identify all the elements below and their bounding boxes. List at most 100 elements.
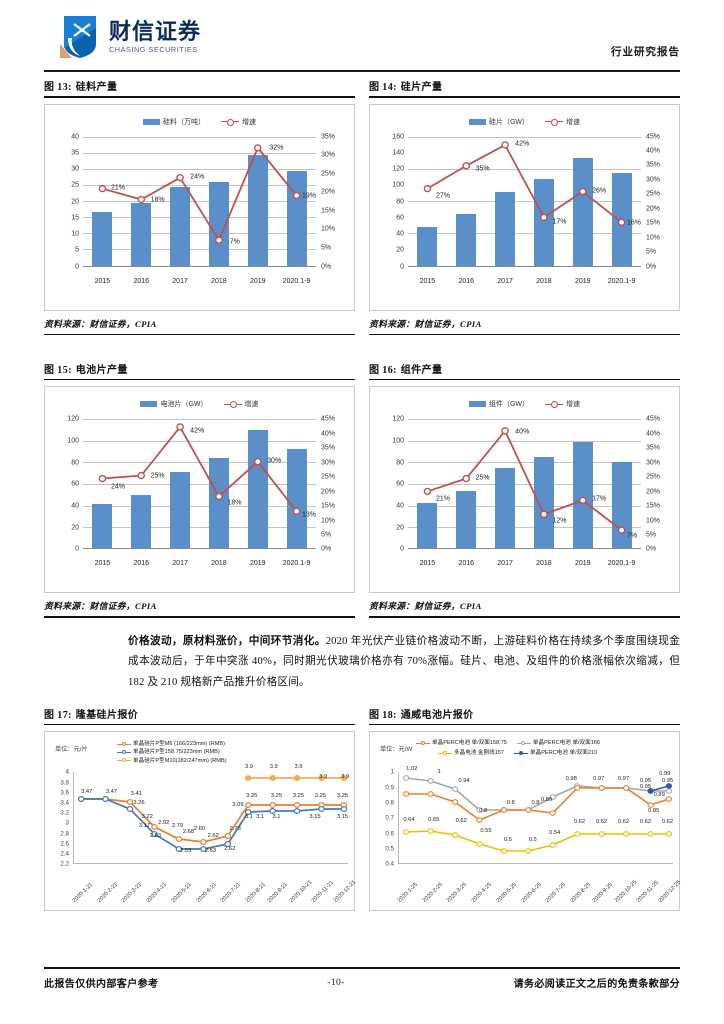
figure-15-title: 图 15: 电池片产量 xyxy=(44,361,355,379)
bar-2018 xyxy=(533,457,554,549)
figure-14: 图 14: 硅片产量 硅片（GW） 增速 xyxy=(369,78,680,335)
data-label-2018: 18% xyxy=(227,499,242,507)
bar-2020 xyxy=(286,448,307,549)
logo-mark-icon xyxy=(58,14,102,60)
fig18-label-y-9: 0.62 xyxy=(617,819,630,826)
figure-18: 图 18: 通威电池片报价 单位：元/W 单晶PERC电池 单/双面158.75 xyxy=(369,706,683,912)
figure-18-plot-area: 1.02 1 0.94 0.89 0.98 0.97 0.97 0.95 0.9… xyxy=(398,766,673,865)
figure-13-x-axis: 2015 2016 2017 2018 2019 2020.1-9 xyxy=(83,278,316,285)
figure-14-title: 图 14: 硅片产量 xyxy=(369,78,680,96)
figure-14-number: 图 14: xyxy=(369,82,397,93)
figure-14-growth-line xyxy=(423,140,626,226)
legend-line-swatch-m6 xyxy=(117,741,131,747)
figure-16-y-axis-right: 0% 5% 10% 15% 20% 25% 30% 35% 40% 45% xyxy=(646,415,661,553)
data-label-2018: 7% xyxy=(229,238,240,246)
page-footer: 此报告仅供内部客户参考 -10- 请务必阅读正文之后的免责条款部分 xyxy=(44,967,680,990)
figure-16-title: 图 16: 组件产量 xyxy=(369,361,680,379)
fig18-label-y-8: 0.62 xyxy=(595,819,608,826)
data-label-2015: 24% xyxy=(110,483,125,491)
x-label-2020: 2020.1-9 xyxy=(607,560,636,568)
fig18-label-y-2: 0.62 xyxy=(455,818,467,825)
fig17-label-m6-6: 2.73 xyxy=(229,826,241,833)
figure-14-name: 硅片产量 xyxy=(400,82,443,93)
legend-item-210: 单晶PERC电池 单/双面210 xyxy=(514,749,597,757)
fig17-label-b-10: 3.15 xyxy=(309,813,321,820)
fig17-label-b-9: 3.1 xyxy=(272,814,281,821)
figure-17-rule xyxy=(44,723,355,726)
x-label-2016: 2016 xyxy=(458,560,475,568)
fig17-extra-3: 2.60 xyxy=(193,826,206,833)
fig17-label-m6-8: 3.25 xyxy=(270,793,283,800)
bar-2018 xyxy=(208,181,229,266)
legend-item-bar: 组件（GW） xyxy=(468,399,529,409)
figure-13-growth-line xyxy=(98,143,301,244)
legend-item-m6: 单晶硅片P型M6 (166/223mm) (RMB) xyxy=(117,740,227,748)
figure-16-rule xyxy=(369,378,680,381)
figure-16-bars xyxy=(408,419,641,549)
bar-2017 xyxy=(170,472,191,549)
legend-item-line: 增速 xyxy=(221,117,256,127)
data-label-2017: 24% xyxy=(190,173,205,181)
figure-17: 图 17: 隆基硅片报价 单位：元/片 单晶硅片P型M6 (166/223mm)… xyxy=(44,706,358,912)
legend-line-swatch-m10 xyxy=(117,757,131,764)
fig18-label-y-0: 0.64 xyxy=(403,817,415,824)
data-label-2019: 32% xyxy=(269,144,284,152)
fig17-label-y-9: 3.9 xyxy=(294,763,303,770)
legend-label-m10: 单晶硅片P型M10(182/247mm) (RMB) xyxy=(133,757,227,764)
figure-17-name: 隆基硅片报价 xyxy=(75,709,139,721)
bar-2016 xyxy=(456,491,477,549)
figure-14-legend: 硅片（GW） 增速 xyxy=(372,113,677,131)
figure-18-unit-label: 单位：元/W xyxy=(380,746,413,754)
fig18-label-o-11: 0.89 xyxy=(653,792,665,799)
legend-label-210: 单晶PERC电池 单/双面210 xyxy=(530,750,598,757)
figure-14-bars xyxy=(408,137,641,266)
company-name-en: CHASING SECURITIES xyxy=(109,45,198,55)
figure-17-y-axis: 2.2 2.4 2.6 2.8 3 3.2 3.4 3.6 3.8 4 xyxy=(60,768,69,868)
bar-2015 xyxy=(417,503,438,549)
legend-bar-swatch xyxy=(468,118,486,125)
fig17-label-m6-0: 3.47 xyxy=(81,788,93,795)
x-label-2015: 2015 xyxy=(419,560,436,568)
x-label-2015: 2015 xyxy=(419,277,436,285)
legend-bar-swatch xyxy=(140,401,158,408)
data-label-2020: 19% xyxy=(302,192,317,200)
fig18-label-o-3: 0.8 xyxy=(479,807,488,814)
footer-disclaimer-note: 请务必阅读正文之后的免责条款部分 xyxy=(513,979,680,990)
figure-16-plot-area: 21% 25% 40% 12% 17% 7% xyxy=(408,419,641,550)
bar-2017 xyxy=(495,467,516,549)
bar-2016 xyxy=(131,494,152,549)
fig18-label-g-10: 0.95 xyxy=(639,777,652,784)
fig17-label-m6-11: 3.25 xyxy=(336,793,349,800)
fig17-extra-2: 2.79 xyxy=(171,822,184,829)
legend-line-swatch-210 xyxy=(514,750,529,756)
fig18-label-y-3: 0.55 xyxy=(480,828,492,835)
figure-13-chart: 硅料（万吨） 增速 0 5 10 15 20 xyxy=(44,103,355,311)
legend-line-swatch xyxy=(545,401,564,409)
figure-17-number: 图 17: xyxy=(44,709,72,721)
figure-15-source: 资料来源：财信证券，CPIA xyxy=(44,601,157,612)
company-name-cn: 财信证券 xyxy=(109,18,202,44)
legend-label-poly157: 多晶电池 金刚线157 xyxy=(454,750,505,757)
legend-item-bar: 硅料（万吨） xyxy=(143,117,205,127)
fig18-label-y-6: 0.54 xyxy=(549,830,561,837)
figure-17-x-axis: 2020-1-21 2020-2-21 2020-3-21 2020-4-21 … xyxy=(71,879,358,905)
figure-14-rule xyxy=(369,96,680,98)
page-content-bottom: 图 17: 隆基硅片报价 单位：元/片 单晶硅片P型M6 (166/223mm)… xyxy=(0,706,724,912)
fig17-extra-1: 3.22 xyxy=(141,814,153,821)
legend-label-158: 单晶PERC电池 单/双面158.75 xyxy=(432,740,507,747)
data-label-2020: 7% xyxy=(627,532,638,540)
data-label-2016: 25% xyxy=(150,472,165,480)
figure-16: 图 16: 组件产量 组件（GW） 增速 xyxy=(369,361,680,618)
legend-line-swatch xyxy=(545,118,564,126)
figure-18-chart: 单位：元/W 单晶PERC电池 单/双面158.75 单晶PERC电池 单/双面… xyxy=(369,731,683,912)
fig18-label-g-0: 1.02 xyxy=(406,765,418,772)
data-label-2015: 21% xyxy=(110,184,125,192)
bar-2015 xyxy=(92,504,113,549)
bar-2019 xyxy=(572,157,593,266)
fig18-label-o-4: 0.8 xyxy=(506,799,515,806)
figure-13-name: 硅料产量 xyxy=(75,82,118,93)
figure-15-y-axis-left: 0 20 40 60 80 100 120 xyxy=(67,415,79,553)
data-label-2015: 21% xyxy=(435,495,450,503)
fig17-label-y-7: 3.9 xyxy=(244,763,254,770)
figure-18-x-axis: 2020-1-25 2020-2-25 2020-3-25 2020-4-25 … xyxy=(396,879,683,905)
